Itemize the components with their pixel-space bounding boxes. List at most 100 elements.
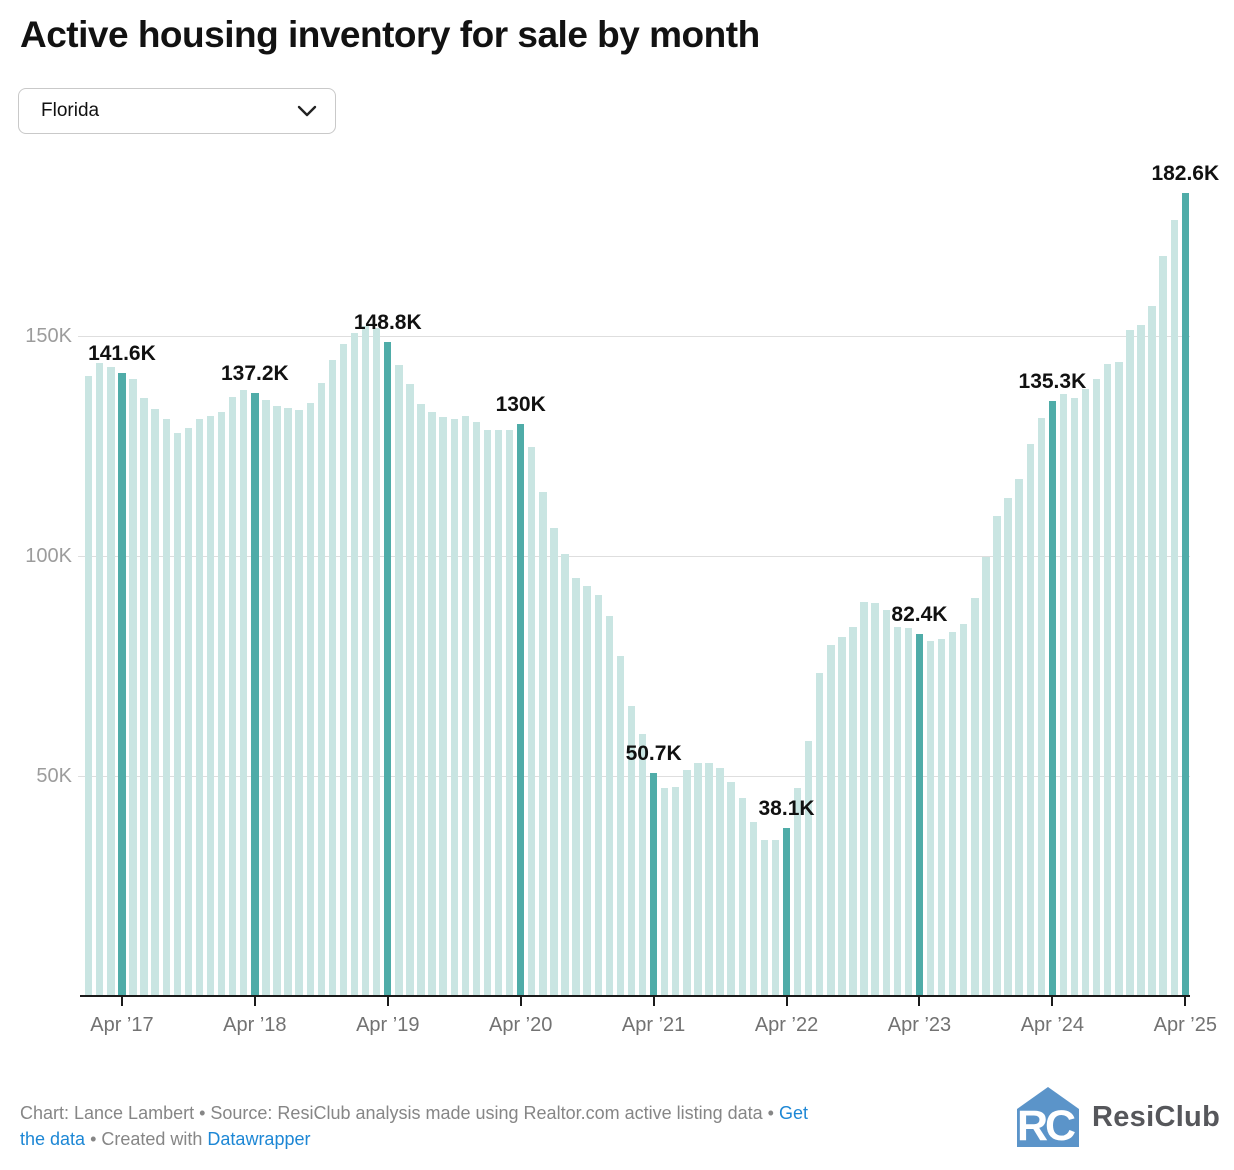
bar-dec-2020 — [605, 615, 613, 996]
value-label-148.8K: 148.8K — [353, 310, 422, 334]
bar-dec-2019 — [472, 422, 481, 996]
bar-highlight-apr-2023 — [915, 633, 924, 996]
bar-may-2017 — [129, 378, 137, 996]
bar-oct-2018 — [317, 383, 325, 996]
credits-line-2: the data • Created with Datawrapper — [20, 1126, 1010, 1152]
bar-jan-2020 — [483, 429, 492, 996]
bar-aug-2024 — [1092, 379, 1101, 996]
bar-jun-2017 — [140, 398, 148, 996]
bar-aug-2019 — [428, 411, 436, 996]
bar-jun-2024 — [1070, 398, 1079, 996]
x-axis-label-Apr22: Apr ’22 — [754, 1014, 819, 1036]
bar-feb-2018 — [228, 397, 237, 996]
bar-aug-2020 — [561, 554, 569, 996]
bar-may-2019 — [395, 364, 403, 996]
value-label-50.7K: 50.7K — [625, 742, 682, 766]
x-axis-tick-Apr20 — [519, 997, 522, 1006]
bar-jul-2019 — [417, 403, 425, 996]
chart-credits: Chart: Lance Lambert • Source: ResiClub … — [20, 1100, 1010, 1152]
bar-mar-2019 — [372, 327, 381, 996]
get-the-data-link-2[interactable]: the data — [20, 1129, 86, 1149]
y-axis-label-50K: 50K — [36, 765, 72, 788]
value-label-137.2K: 137.2K — [220, 361, 289, 385]
bar-dec-2023 — [1004, 498, 1012, 996]
x-axis-tick-Apr23 — [918, 997, 921, 1006]
bar-sep-2024 — [1104, 363, 1112, 996]
x-axis-tick-Apr22 — [785, 997, 788, 1006]
bar-feb-2025 — [1159, 256, 1167, 996]
bar-jan-2025 — [1148, 306, 1156, 996]
bar-nov-2019 — [461, 415, 469, 996]
bar-mar-2017 — [107, 367, 115, 996]
bar-oct-2021 — [716, 768, 724, 996]
chevron-down-icon — [297, 105, 317, 117]
x-axis-label-Apr19: Apr ’19 — [356, 1014, 420, 1036]
x-axis-tick-Apr24 — [1051, 997, 1054, 1006]
bar-mar-2023 — [904, 628, 913, 996]
bar-jan-2018 — [217, 411, 226, 996]
bar-dec-2024 — [1137, 324, 1145, 996]
bar-highlight-apr-2022 — [782, 828, 791, 996]
bar-highlight-apr-2019 — [384, 341, 392, 996]
bar-aug-2018 — [295, 409, 303, 996]
bar-jul-2022 — [816, 672, 824, 996]
bar-oct-2020 — [583, 585, 591, 996]
bar-feb-2024 — [1026, 443, 1034, 996]
bar-jul-2018 — [284, 407, 292, 996]
bar-nov-2023 — [993, 516, 1001, 996]
region-select-value: Florida — [41, 100, 100, 121]
bar-oct-2022 — [849, 626, 857, 996]
bar-sep-2017 — [173, 433, 181, 996]
value-label-182.6K: 182.6K — [1151, 162, 1220, 186]
bar-feb-2017 — [96, 363, 104, 996]
bar-jun-2022 — [804, 740, 813, 996]
bar-may-2020 — [528, 447, 536, 996]
value-label-82.4K: 82.4K — [891, 602, 948, 626]
bar-nov-2020 — [594, 595, 602, 996]
bar-sep-2022 — [838, 637, 846, 996]
bar-highlight-apr-2018 — [251, 392, 259, 996]
x-axis-tick-Apr21 — [652, 997, 655, 1006]
x-axis-label-Apr25: Apr ’25 — [1153, 1014, 1217, 1036]
x-axis-tick-Apr17 — [120, 997, 123, 1006]
datawrapper-link[interactable]: Datawrapper — [207, 1129, 311, 1149]
credits-text: Chart: Lance Lambert • Source: ResiClub … — [20, 1103, 779, 1123]
bar-may-2021 — [660, 788, 669, 996]
bar-jun-2023 — [937, 638, 946, 996]
bar-feb-2020 — [494, 429, 503, 996]
created-with-text: • Created with — [85, 1129, 208, 1149]
x-axis-tick-Apr19 — [386, 997, 389, 1006]
resiclub-house-icon: RC — [1017, 1087, 1079, 1148]
bar-jan-2017 — [85, 375, 93, 996]
bar-sep-2019 — [439, 416, 447, 996]
bar-feb-2021 — [627, 705, 636, 996]
bar-sep-2021 — [705, 763, 713, 996]
bar-oct-2024 — [1115, 361, 1123, 996]
bar-may-2022 — [793, 788, 802, 996]
region-select[interactable]: Florida — [18, 88, 336, 134]
value-label-141.6K: 141.6K — [88, 342, 156, 366]
bar-aug-2017 — [162, 418, 170, 996]
bar-jul-2020 — [550, 528, 558, 996]
bar-jun-2019 — [406, 384, 414, 996]
bar-may-2018 — [262, 399, 270, 996]
bar-dec-2017 — [206, 416, 215, 996]
bar-sep-2020 — [572, 577, 580, 996]
bar-dec-2022 — [871, 603, 879, 996]
bar-highlight-apr-2020 — [516, 424, 525, 996]
bar-highlight-apr-2024 — [1048, 401, 1057, 996]
bar-mar-2022 — [771, 839, 780, 996]
bar-highlight-apr-2021 — [649, 773, 658, 996]
chart-title: Active housing inventory for sale by mon… — [20, 14, 760, 55]
bar-oct-2019 — [450, 418, 458, 996]
bar-nov-2022 — [860, 602, 868, 996]
bar-nov-2021 — [727, 781, 735, 996]
bar-nov-2017 — [195, 418, 204, 996]
bar-feb-2019 — [361, 325, 370, 996]
gridline-100K — [78, 555, 1190, 557]
get-the-data-link[interactable]: Get — [778, 1103, 808, 1123]
bar-jan-2019 — [350, 332, 359, 996]
bar-mar-2018 — [240, 389, 248, 996]
gridline-150K — [78, 335, 1190, 337]
